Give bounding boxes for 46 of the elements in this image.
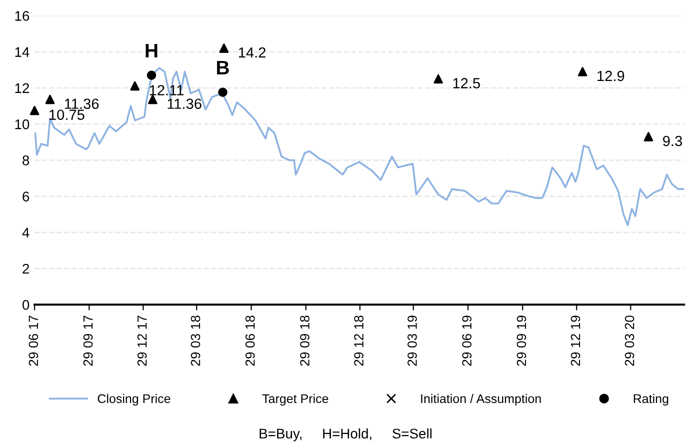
data-label: 12.11 — [150, 85, 184, 96]
y-tick-label: 10 — [15, 119, 30, 130]
y-tick-label: 6 — [22, 192, 30, 202]
data-label: 11.36 — [64, 98, 99, 109]
point — [218, 88, 228, 97]
x-tick-label: 29 12 17 — [137, 316, 147, 366]
y-tick-label: 16 — [15, 11, 30, 21]
text: B=Buy, H=Hold, S=Sell — [260, 428, 432, 442]
y-tick-label: 0 — [22, 300, 30, 310]
x-tick-label: 29 03 19 — [408, 316, 417, 366]
point — [148, 94, 158, 104]
annotation: H — [146, 44, 158, 58]
x-tick-label: 29 09 17 — [83, 316, 93, 366]
legend-label: Target Price — [262, 394, 328, 406]
data-label: 9.3 — [663, 136, 682, 146]
point — [644, 132, 654, 142]
x-tick-label: 29 06 19 — [462, 316, 472, 366]
data-label: 10.75 — [50, 110, 84, 120]
legend-label: Rating — [634, 394, 668, 406]
y-tick-label: 14 — [15, 47, 30, 57]
point — [219, 44, 229, 53]
x-tick-label: 29 06 18 — [245, 316, 255, 366]
y-tick-label: 2 — [22, 264, 29, 274]
data-label: 12.9 — [598, 70, 624, 82]
x-tick-label: 29 12 18 — [354, 316, 364, 366]
legend-label: Closing Price — [98, 394, 170, 406]
y-tick-label: 12 — [15, 83, 29, 93]
point — [30, 106, 40, 116]
x-tick-label: 29 09 19 — [516, 316, 526, 366]
y-tick-label: 4 — [22, 228, 30, 238]
point — [578, 67, 588, 76]
point — [146, 70, 156, 80]
legend-label: Initiation / Assumption — [421, 394, 541, 406]
point — [130, 81, 140, 91]
data-label: 11.36 — [168, 98, 202, 109]
x-tick-label: 29 06 17 — [28, 316, 38, 366]
x-tick-label: 29 03 20 — [624, 316, 634, 366]
annotation: B — [217, 60, 229, 74]
x-tick-label: 29 03 18 — [190, 316, 200, 366]
x-tick-label: 29 09 18 — [300, 316, 310, 366]
data-label: 14.2 — [238, 47, 266, 58]
data-label: 12.5 — [453, 78, 480, 88]
y-tick-label: 8 — [22, 155, 30, 166]
point — [434, 74, 443, 84]
point — [45, 94, 55, 104]
x-tick-label: 29 12 19 — [570, 316, 580, 366]
